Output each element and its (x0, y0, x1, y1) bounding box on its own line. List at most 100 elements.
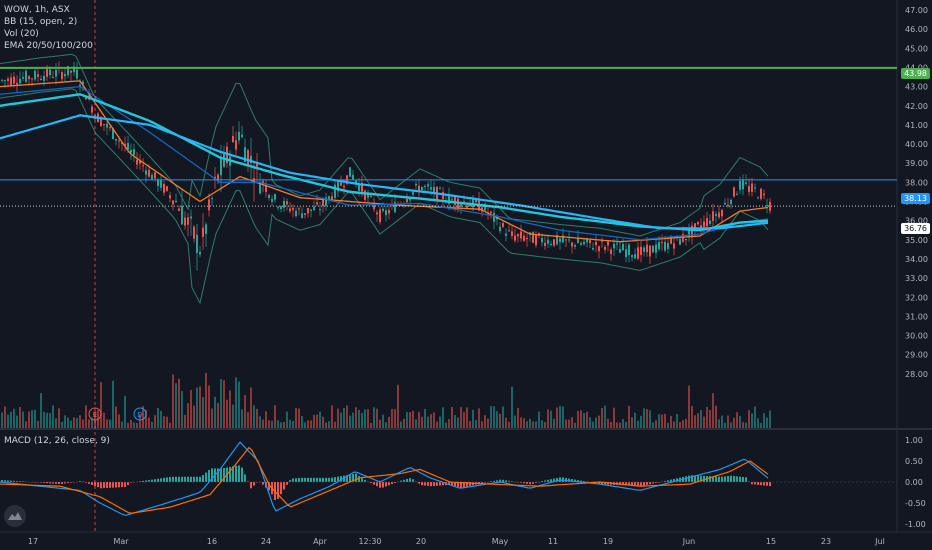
volume-bar (499, 413, 501, 428)
candle-body (544, 242, 546, 246)
candle-body (163, 183, 165, 193)
volume-bar (199, 386, 201, 428)
candle-body (10, 77, 12, 86)
candle-body (193, 226, 195, 239)
volume-bar (643, 408, 645, 428)
macd-histogram-bar (337, 476, 339, 482)
volume-bar (691, 405, 693, 428)
macd-histogram-bar (736, 476, 738, 482)
volume-bar (556, 407, 558, 428)
candle-body (1, 79, 3, 81)
price-tick-label: 32.00 (905, 293, 928, 302)
macd-histogram-bar (118, 482, 120, 488)
candle-body (682, 234, 684, 242)
macd-histogram-bar (457, 482, 459, 487)
macd-tick-label: 0.50 (905, 457, 923, 466)
macd-histogram-bar (403, 479, 405, 482)
volume-bar (694, 415, 696, 428)
volume-bar (427, 416, 429, 428)
volume-bar (382, 414, 384, 428)
volume-bar (724, 422, 726, 428)
volume-bar (604, 405, 606, 428)
volume-bar (256, 408, 258, 428)
volume-bar (64, 415, 66, 428)
macd-histogram-bar (646, 482, 648, 485)
time-tick-label: 17 (28, 537, 38, 546)
candle-body (217, 174, 219, 182)
macd-histogram-bar (541, 481, 543, 482)
volume-bar (247, 411, 249, 428)
macd-histogram-bar (400, 480, 402, 482)
volume-bar (640, 415, 642, 428)
macd-histogram-bar (220, 468, 222, 482)
volume-bar (547, 409, 549, 428)
volume-bar (109, 419, 111, 428)
macd-histogram-bar (199, 476, 201, 482)
volume-bar (358, 409, 360, 428)
macd-histogram-bar (769, 482, 771, 487)
volume-bar (664, 413, 666, 428)
macd-histogram-bar (502, 479, 504, 482)
candle-body (553, 239, 555, 246)
volume-bar (625, 421, 627, 428)
price-tick-label: 33.00 (905, 274, 928, 283)
macd-histogram-bar (508, 480, 510, 482)
macd-histogram-bar (304, 477, 306, 482)
price-tick-label: 41.00 (905, 121, 928, 130)
macd-histogram-bar (547, 479, 549, 482)
macd-histogram-bar (757, 482, 759, 485)
macd-tick-label: -1.00 (905, 520, 926, 529)
bb-upper-line (0, 53, 769, 237)
candle-body (742, 179, 744, 190)
macd-histogram-bar (643, 482, 645, 486)
macd-histogram-bar (4, 480, 6, 482)
volume-bar (484, 415, 486, 428)
candle-body (283, 200, 285, 208)
volume-bar (709, 410, 711, 428)
volume-bar (208, 385, 210, 428)
macd-histogram-bar (232, 466, 234, 482)
tradingview-logo[interactable] (4, 505, 26, 527)
macd-histogram-bar (628, 482, 630, 486)
macd-line (0, 441, 769, 516)
candle-body (160, 179, 162, 188)
macd-histogram-bar (352, 474, 354, 482)
macd-histogram-bar (442, 482, 444, 486)
candle-body (580, 243, 582, 245)
candle-body (502, 222, 504, 227)
volume-bar (574, 422, 576, 428)
macd-histogram-bar (625, 482, 627, 486)
macd-tick-label: 0.00 (905, 478, 923, 487)
macd-histogram-bar (286, 482, 288, 485)
volume-bar (355, 407, 357, 428)
volume-bar (673, 421, 675, 428)
volume-bar (451, 406, 453, 428)
volume-bar (727, 415, 729, 428)
volume-bar (601, 408, 603, 428)
macd-histogram-bar (529, 482, 531, 485)
volume-bar (598, 415, 600, 428)
volume-bar (454, 414, 456, 428)
macd-histogram-bar (319, 477, 321, 482)
candle-body (7, 78, 9, 82)
macd-histogram-bar (670, 479, 672, 482)
macd-histogram-bar (550, 479, 552, 482)
candle-body (181, 205, 183, 225)
candle-body (649, 245, 651, 257)
volume-bar (328, 421, 330, 428)
volume-bar (703, 416, 705, 428)
candle-body (601, 240, 603, 242)
volume-bar (607, 418, 609, 428)
macd-histogram-bar (490, 481, 492, 482)
volume-bar (274, 405, 276, 428)
volume-bar (745, 422, 747, 428)
candle-body (148, 169, 150, 177)
macd-histogram-bar (454, 482, 456, 486)
price-tick-label: 42.00 (905, 102, 928, 111)
volume-bar (166, 416, 168, 428)
volume-bar (448, 419, 450, 428)
candle-body (64, 73, 66, 77)
volume-bar (472, 409, 474, 428)
macd-histogram-bar (124, 482, 126, 487)
